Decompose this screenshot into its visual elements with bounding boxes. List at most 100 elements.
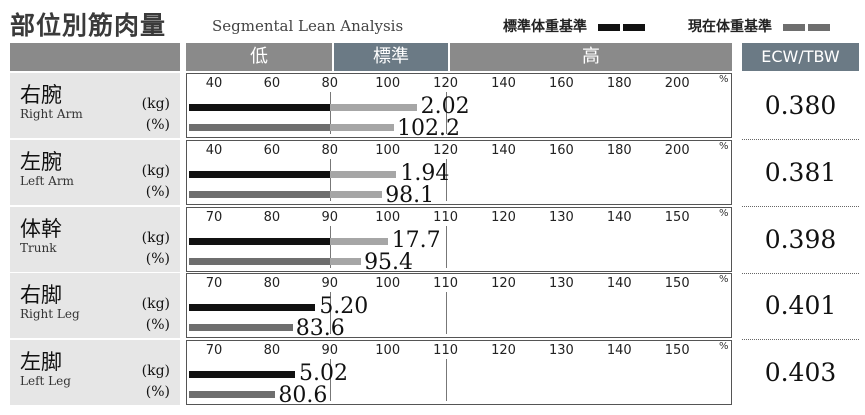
tick-label: 70 — [205, 343, 223, 358]
unit-pct: (%) — [145, 317, 170, 333]
ecw-tbw-value: 0.381 — [764, 158, 837, 187]
tick-label: 200 — [664, 143, 690, 158]
ecw-tbw-value: 0.403 — [764, 358, 837, 387]
pct-value: 102.2 — [397, 116, 461, 141]
tick-label: 80 — [263, 276, 281, 291]
unit-pct: (%) — [145, 384, 170, 400]
normal-range-line — [329, 159, 331, 201]
kg-bar-normal — [329, 104, 417, 111]
tick-label: 70 — [205, 210, 223, 225]
pct-bar — [189, 191, 330, 198]
ecw-tbw-value: 0.380 — [764, 91, 837, 120]
header-low: 低 — [186, 43, 332, 71]
tick-label: 180 — [606, 76, 632, 91]
tick-label: 90 — [321, 210, 339, 225]
segment-name-ja: 体幹 — [20, 217, 62, 241]
ecw-tbw-value: 0.398 — [764, 225, 837, 254]
unit-kg: (kg) — [141, 230, 170, 246]
segment-name-en: Left Arm — [20, 174, 74, 188]
legend-standard-label: 標準体重基準 — [503, 19, 587, 35]
tick-label: 140 — [606, 343, 632, 358]
tick-label: 90 — [321, 276, 339, 291]
segment-name-en: Right Leg — [20, 307, 80, 321]
unit-pct: (%) — [145, 251, 170, 267]
pct-bar — [189, 391, 276, 398]
tick-label: 120 — [433, 143, 459, 158]
tick-label: 120 — [491, 276, 516, 291]
pct-bar-normal — [329, 124, 395, 131]
tick-label: 110 — [433, 276, 459, 291]
normal-range-line — [329, 92, 331, 134]
tick-label: 80 — [321, 143, 339, 158]
tick-label: 140 — [606, 276, 632, 291]
normal-range-line — [445, 292, 447, 334]
percent-sign: % — [719, 208, 729, 219]
tick-label: 90 — [321, 343, 339, 358]
tick-label: 130 — [548, 343, 574, 358]
kg-value: 1.94 — [400, 161, 450, 186]
legend-current-swatch — [782, 19, 833, 35]
ecw-divider — [742, 139, 859, 140]
legend-current: 現在体重基準 — [688, 16, 833, 36]
pct-value: 98.1 — [385, 183, 435, 208]
tick-label: 140 — [491, 143, 516, 158]
unit-pct: (%) — [145, 117, 170, 133]
tick-label: 150 — [664, 343, 690, 358]
chart-title: 部位別筋肉量 — [10, 11, 167, 40]
tick-label: 120 — [491, 343, 516, 358]
pct-bar-normal — [329, 258, 362, 265]
tick-label: 200 — [664, 76, 690, 91]
ecw-divider — [742, 206, 859, 207]
tick-label: 100 — [375, 276, 401, 291]
tick-label: 180 — [606, 143, 632, 158]
segment-name-ja: 左脚 — [20, 350, 62, 374]
segment-label-2: 体幹 Trunk (kg) (%) — [10, 207, 180, 272]
pct-value: 95.4 — [364, 250, 414, 275]
segment-plot-2: 70 80 90 100 110 120 130 140 150% 17.7 95.4 — [186, 207, 732, 275]
tick-label: 160 — [548, 76, 574, 91]
tick-label: 100 — [375, 343, 401, 358]
tick-label: 110 — [433, 343, 459, 358]
unit-kg: (kg) — [141, 163, 170, 179]
tick-label: 80 — [263, 343, 281, 358]
tick-label: 40 — [205, 76, 223, 91]
segment-label-3: 右脚 Right Leg (kg) (%) — [10, 273, 180, 338]
pct-value: 83.6 — [295, 316, 345, 341]
tick-label: 40 — [205, 143, 223, 158]
segment-name-en: Right Arm — [20, 107, 83, 121]
segment-name-en: Trunk — [20, 241, 57, 255]
tick-label: 150 — [664, 210, 690, 225]
segment-name-ja: 左腕 — [20, 150, 62, 174]
kg-bar — [189, 104, 330, 111]
pct-bar — [189, 124, 330, 131]
percent-sign: % — [719, 341, 729, 352]
segment-plot-3: 70 80 90 100 110 120 130 140 150% 5.20 83.6 — [186, 273, 732, 341]
legend-standard-swatch — [597, 19, 648, 35]
kg-value: 2.02 — [420, 94, 470, 119]
tick-label: 140 — [606, 210, 632, 225]
segment-label-4: 左脚 Left Leg (kg) (%) — [10, 340, 180, 405]
legend-current-label: 現在体重基準 — [688, 19, 772, 35]
header-high: 高 — [450, 43, 732, 71]
header-blank — [10, 43, 180, 71]
tick-label: 80 — [321, 76, 339, 91]
kg-bar-normal — [329, 171, 397, 178]
segment-plot-0: 40 60 80 100 120 140 160 180 200% 2.02 102.2 — [186, 73, 732, 141]
kg-value: 5.02 — [299, 361, 349, 386]
segment-name-en: Left Leg — [20, 374, 71, 388]
kg-value: 5.20 — [319, 294, 369, 319]
tick-label: 100 — [375, 210, 401, 225]
tick-label: 130 — [548, 210, 574, 225]
unit-kg: (kg) — [141, 96, 170, 112]
tick-label: 80 — [263, 210, 281, 225]
normal-range-line — [445, 92, 447, 134]
normal-range-line — [329, 359, 331, 401]
unit-kg: (kg) — [141, 363, 170, 379]
ecw-tbw-value: 0.401 — [764, 291, 837, 320]
unit-kg: (kg) — [141, 296, 170, 312]
percent-sign: % — [719, 274, 729, 285]
tick-label: 100 — [375, 143, 401, 158]
pct-value: 80.6 — [278, 383, 328, 408]
tick-label: 160 — [548, 143, 574, 158]
tick-label: 70 — [205, 276, 223, 291]
